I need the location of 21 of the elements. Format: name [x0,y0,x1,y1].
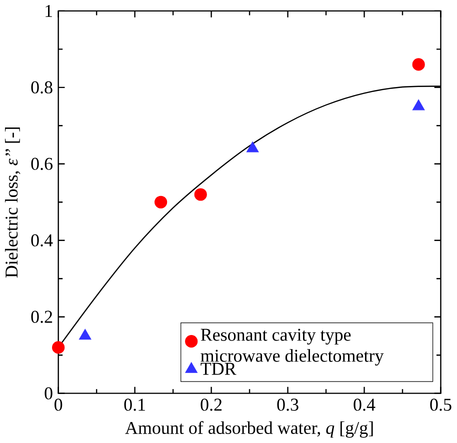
point [412,100,425,110]
y-tick-label: 0.4 [31,234,53,247]
point [154,196,168,209]
x-tick-label: 0.3 [277,398,298,411]
y-tick-label: 0.6 [31,158,53,170]
y-tick-label: 0.8 [31,81,52,94]
point [412,58,425,71]
x-tick-label: 0.4 [354,398,376,411]
point [194,188,207,201]
x-tick-label: 0.5 [430,398,452,411]
x-axis-title: Amount of adsorbed water, q [g/g] [125,421,373,438]
x-tick-label: 0.1 [124,398,145,411]
y-tick-label: 1 [46,5,52,18]
x-tick-label: 0.2 [200,398,222,411]
point [78,329,92,340]
point [52,341,65,354]
x-tick-label: 0 [54,398,62,411]
point [246,142,259,152]
y-tick-label: 0.2 [31,310,52,324]
y-axis-title: Dielectric loss, ε’’ [-] [5,128,20,278]
y-tick-label: 0 [44,387,52,400]
